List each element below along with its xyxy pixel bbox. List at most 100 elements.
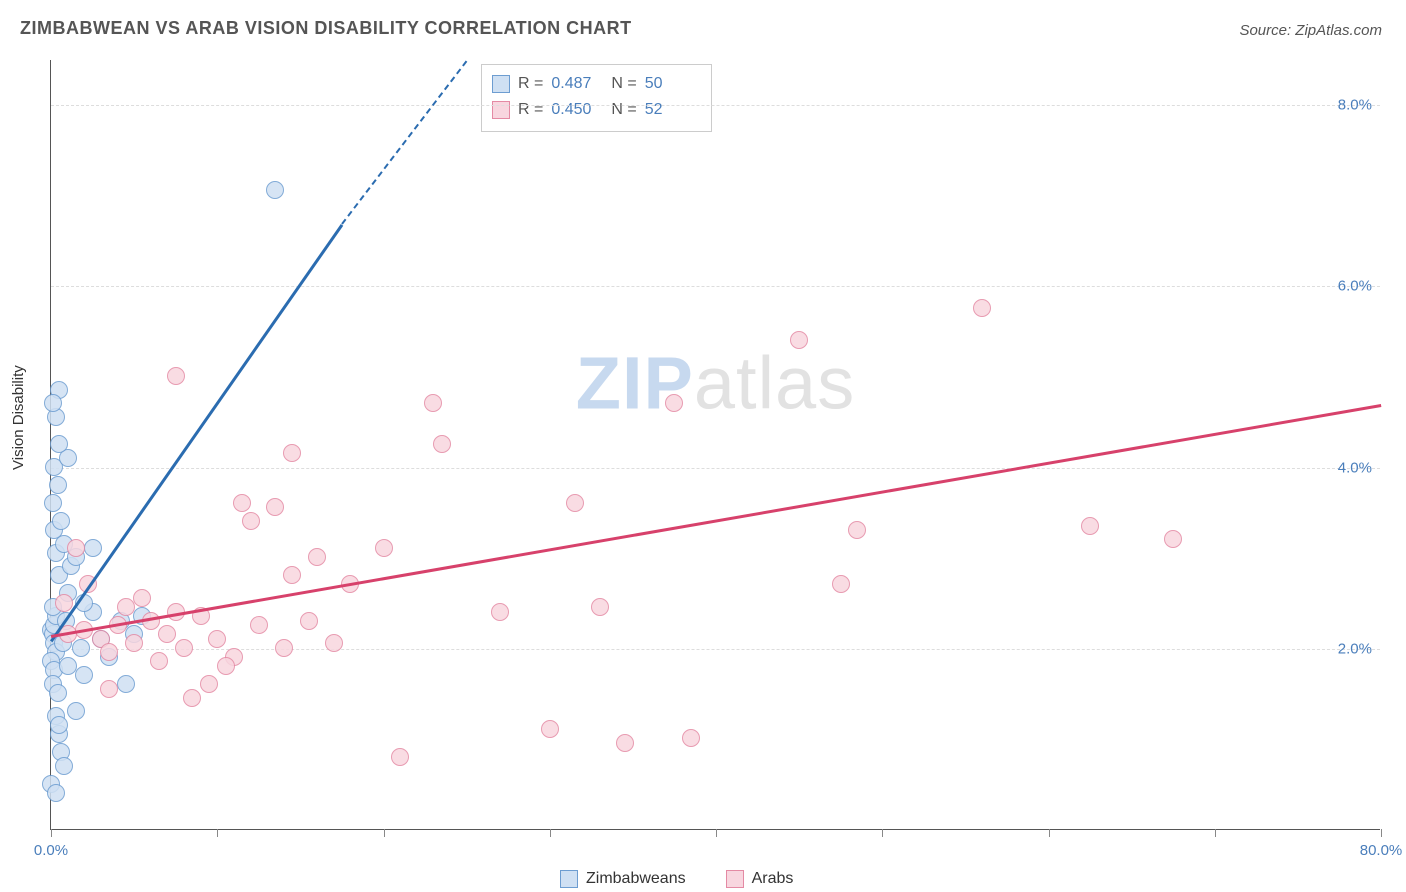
data-point (44, 394, 62, 412)
data-point (325, 634, 343, 652)
stats-row: R =0.450N =52 (492, 97, 697, 123)
data-point (424, 394, 442, 412)
data-point (50, 716, 68, 734)
data-point (117, 675, 135, 693)
data-point (566, 494, 584, 512)
data-point (848, 521, 866, 539)
data-point (1164, 530, 1182, 548)
data-point (275, 639, 293, 657)
y-tick-label: 4.0% (1338, 459, 1372, 476)
stats-box: R = 0.487 N = 50R = 0.450 N = 52 (481, 64, 712, 132)
data-point (49, 476, 67, 494)
legend-swatch (492, 75, 510, 93)
x-tick (882, 829, 883, 837)
data-point (433, 435, 451, 453)
stat-n-value: 52 (645, 97, 697, 123)
legend-label: Zimbabweans (586, 870, 686, 888)
chart-container: Vision Disability ZIPatlas R = 0.487 N = 50… (0, 50, 1406, 892)
data-point (52, 512, 70, 530)
data-point (175, 639, 193, 657)
source-label: Source: ZipAtlas.com (1239, 22, 1382, 39)
data-point (790, 331, 808, 349)
data-point (49, 684, 67, 702)
stat-r-value: 0.450 (551, 97, 603, 123)
data-point (72, 639, 90, 657)
bottom-legend: Zimbabweans Arabs (560, 870, 793, 888)
data-point (250, 616, 268, 634)
watermark-atlas: atlas (694, 341, 855, 424)
data-point (44, 494, 62, 512)
stat-n-label: N = (611, 71, 636, 97)
data-point (973, 299, 991, 317)
x-tick (550, 829, 551, 837)
data-point (67, 539, 85, 557)
data-point (266, 498, 284, 516)
data-point (75, 666, 93, 684)
y-axis-label: Vision Disability (10, 365, 27, 470)
stats-row: R = 0.487 N = 50 (492, 71, 697, 97)
data-point (47, 784, 65, 802)
data-point (125, 634, 143, 652)
x-tick (1049, 829, 1050, 837)
legend-swatch (492, 101, 510, 119)
data-point (375, 539, 393, 557)
data-point (832, 575, 850, 593)
data-point (1081, 517, 1099, 535)
legend-label: Arabs (752, 870, 794, 888)
data-point (616, 734, 634, 752)
data-point (84, 539, 102, 557)
data-point (308, 548, 326, 566)
plot-area: ZIPatlas R = 0.487 N = 50R = 0.450 N = 52 2.0%… (50, 60, 1380, 830)
data-point (217, 657, 235, 675)
gridline-h (51, 649, 1380, 650)
watermark: ZIPatlas (576, 340, 855, 425)
x-tick (1381, 829, 1382, 837)
data-point (183, 689, 201, 707)
stat-r-value: 0.487 (551, 71, 603, 97)
legend-swatch (560, 870, 578, 888)
data-point (242, 512, 260, 530)
stat-r-label: R = (518, 71, 543, 97)
trend-line-dashed (341, 60, 467, 224)
data-point (591, 598, 609, 616)
x-tick (217, 829, 218, 837)
y-tick-label: 2.0% (1338, 640, 1372, 657)
y-tick-label: 8.0% (1338, 97, 1372, 114)
data-point (167, 367, 185, 385)
stat-n-label: N = (611, 97, 636, 123)
data-point (133, 589, 151, 607)
x-tick (716, 829, 717, 837)
x-tick (384, 829, 385, 837)
x-tick (51, 829, 52, 837)
gridline-h (51, 468, 1380, 469)
stat-n-value: 50 (645, 71, 697, 97)
gridline-h (51, 105, 1380, 106)
data-point (541, 720, 559, 738)
data-point (100, 680, 118, 698)
data-point (266, 181, 284, 199)
data-point (200, 675, 218, 693)
x-tick-label: 80.0% (1360, 842, 1403, 859)
legend-swatch (726, 870, 744, 888)
data-point (300, 612, 318, 630)
data-point (158, 625, 176, 643)
data-point (233, 494, 251, 512)
data-point (59, 657, 77, 675)
data-point (391, 748, 409, 766)
legend-item: Arabs (726, 870, 794, 888)
data-point (67, 702, 85, 720)
data-point (491, 603, 509, 621)
y-tick-label: 6.0% (1338, 278, 1372, 295)
data-point (665, 394, 683, 412)
x-tick-label: 0.0% (34, 842, 68, 859)
data-point (682, 729, 700, 747)
x-tick (1215, 829, 1216, 837)
data-point (283, 444, 301, 462)
gridline-h (51, 286, 1380, 287)
legend-item: Zimbabweans (560, 870, 686, 888)
data-point (283, 566, 301, 584)
data-point (50, 435, 68, 453)
data-point (208, 630, 226, 648)
data-point (55, 757, 73, 775)
chart-title: ZIMBABWEAN VS ARAB VISION DISABILITY COR… (20, 18, 632, 39)
